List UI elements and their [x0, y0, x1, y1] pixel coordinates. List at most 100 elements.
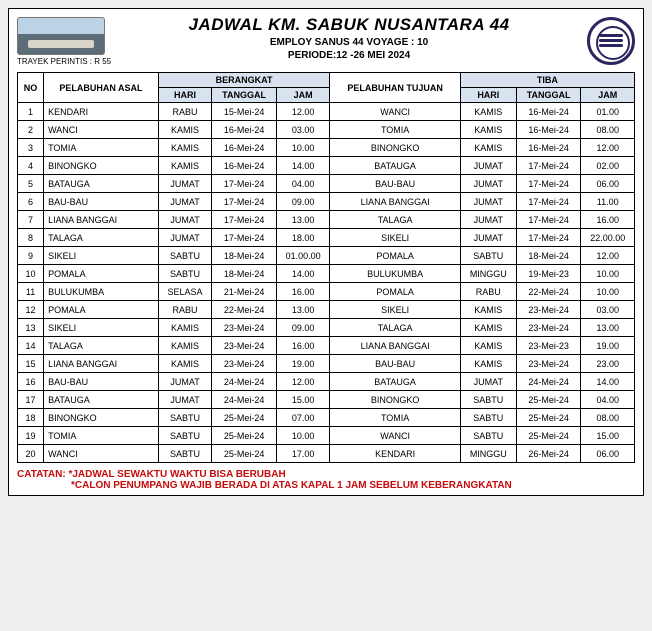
cell-b_hari: RABU [158, 301, 211, 319]
table-body: 1KENDARIRABU15-Mei-2412.00WANCIKAMIS16-M… [18, 103, 635, 463]
cell-tujuan: BATAUGA [330, 373, 460, 391]
cell-t_tgl: 17-Mei-24 [516, 193, 581, 211]
cell-t_hari: KAMIS [460, 337, 516, 355]
cell-tujuan: TALAGA [330, 211, 460, 229]
cell-tujuan: BAU-BAU [330, 355, 460, 373]
schedule-table: NO PELABUHAN ASAL BERANGKAT PELABUHAN TU… [17, 72, 635, 463]
cell-asal: BATAUGA [44, 175, 159, 193]
cell-tujuan: TOMIA [330, 409, 460, 427]
cell-no: 10 [18, 265, 44, 283]
table-row: 8TALAGAJUMAT17-Mei-2418.00SIKELIJUMAT17-… [18, 229, 635, 247]
cell-b_hari: JUMAT [158, 193, 211, 211]
cell-b_jam: 16.00 [276, 337, 329, 355]
cell-t_tgl: 26-Mei-24 [516, 445, 581, 463]
cell-t_jam: 12.00 [581, 139, 635, 157]
note-line-1: CATATAN: *JADWAL SEWAKTU WAKTU BISA BERU… [17, 469, 635, 480]
cell-no: 8 [18, 229, 44, 247]
note-prefix: CATATAN: [17, 469, 68, 480]
cell-t_tgl: 23-Mei-24 [516, 355, 581, 373]
cell-b_tgl: 25-Mei-24 [212, 427, 277, 445]
cell-t_tgl: 17-Mei-24 [516, 175, 581, 193]
cell-no: 3 [18, 139, 44, 157]
cell-t_jam: 03.00 [581, 301, 635, 319]
cell-asal: BINONGKO [44, 409, 159, 427]
cell-asal: WANCI [44, 121, 159, 139]
table-row: 15LIANA BANGGAIKAMIS23-Mei-2419.00BAU-BA… [18, 355, 635, 373]
table-row: 3TOMIAKAMIS16-Mei-2410.00BINONGKOKAMIS16… [18, 139, 635, 157]
cell-t_hari: JUMAT [460, 211, 516, 229]
cell-no: 19 [18, 427, 44, 445]
table-row: 18BINONGKOSABTU25-Mei-2407.00TOMIASABTU2… [18, 409, 635, 427]
cell-t_hari: MINGGU [460, 265, 516, 283]
cell-tujuan: BULUKUMBA [330, 265, 460, 283]
cell-tujuan: BAU-BAU [330, 175, 460, 193]
cell-b_tgl: 17-Mei-24 [212, 211, 277, 229]
cell-b_jam: 19.00 [276, 355, 329, 373]
cell-b_hari: JUMAT [158, 229, 211, 247]
cell-t_jam: 16.00 [581, 211, 635, 229]
cell-b_hari: JUMAT [158, 391, 211, 409]
cell-tujuan: POMALA [330, 247, 460, 265]
cell-t_tgl: 17-Mei-24 [516, 229, 581, 247]
cell-tujuan: LIANA BANGGAI [330, 193, 460, 211]
cell-t_hari: JUMAT [460, 175, 516, 193]
table-row: 19TOMIASABTU25-Mei-2410.00WANCISABTU25-M… [18, 427, 635, 445]
cell-t_tgl: 25-Mei-24 [516, 427, 581, 445]
cell-t_jam: 06.00 [581, 445, 635, 463]
cell-b_hari: SABTU [158, 247, 211, 265]
cell-tujuan: BINONGKO [330, 139, 460, 157]
cell-b_tgl: 21-Mei-24 [212, 283, 277, 301]
cell-b_jam: 14.00 [276, 265, 329, 283]
cell-t_jam: 01.00 [581, 103, 635, 121]
cell-t_jam: 15.00 [581, 427, 635, 445]
cell-t_tgl: 22-Mei-24 [516, 283, 581, 301]
cell-t_jam: 11.00 [581, 193, 635, 211]
cell-b_hari: KAMIS [158, 139, 211, 157]
cell-t_jam: 19.00 [581, 337, 635, 355]
cell-b_tgl: 25-Mei-24 [212, 445, 277, 463]
col-t-jam: JAM [581, 88, 635, 103]
cell-asal: LIANA BANGGAI [44, 211, 159, 229]
cell-t_tgl: 23-Mei-24 [516, 301, 581, 319]
cell-no: 1 [18, 103, 44, 121]
cell-asal: BATAUGA [44, 391, 159, 409]
cell-t_jam: 12.00 [581, 247, 635, 265]
cell-tujuan: TOMIA [330, 121, 460, 139]
col-berangkat: BERANGKAT [158, 73, 330, 88]
note-line-2: *CALON PENUMPANG WAJIB BERADA DI ATAS KA… [71, 480, 635, 491]
cell-no: 7 [18, 211, 44, 229]
cell-b_tgl: 18-Mei-24 [212, 247, 277, 265]
cell-b_jam: 03.00 [276, 121, 329, 139]
cell-asal: TOMIA [44, 427, 159, 445]
cell-t_hari: SABTU [460, 427, 516, 445]
title-block: JADWAL KM. SABUK NUSANTARA 44 EMPLOY SAN… [111, 15, 587, 61]
table-row: 4BINONGKOKAMIS16-Mei-2414.00BATAUGAJUMAT… [18, 157, 635, 175]
cell-t_tgl: 16-Mei-24 [516, 139, 581, 157]
cell-b_hari: JUMAT [158, 373, 211, 391]
cell-b_jam: 16.00 [276, 283, 329, 301]
cell-t_hari: KAMIS [460, 301, 516, 319]
cell-t_tgl: 25-Mei-24 [516, 409, 581, 427]
cell-t_jam: 22.00.00 [581, 229, 635, 247]
col-b-tanggal: TANGGAL [212, 88, 277, 103]
table-row: 5BATAUGAJUMAT17-Mei-2404.00BAU-BAUJUMAT1… [18, 175, 635, 193]
cell-b_tgl: 18-Mei-24 [212, 265, 277, 283]
cell-asal: BINONGKO [44, 157, 159, 175]
cell-t_jam: 10.00 [581, 283, 635, 301]
cell-b_jam: 10.00 [276, 427, 329, 445]
table-header: NO PELABUHAN ASAL BERANGKAT PELABUHAN TU… [18, 73, 635, 103]
table-row: 13SIKELIKAMIS23-Mei-2409.00TALAGAKAMIS23… [18, 319, 635, 337]
table-row: 14TALAGAKAMIS23-Mei-2416.00LIANA BANGGAI… [18, 337, 635, 355]
cell-b_jam: 01.00.00 [276, 247, 329, 265]
cell-asal: SIKELI [44, 247, 159, 265]
cell-b_jam: 13.00 [276, 211, 329, 229]
cell-b_jam: 14.00 [276, 157, 329, 175]
cell-t_jam: 04.00 [581, 391, 635, 409]
cell-t_hari: JUMAT [460, 373, 516, 391]
cell-b_hari: JUMAT [158, 175, 211, 193]
cell-tujuan: POMALA [330, 283, 460, 301]
cell-t_tgl: 25-Mei-24 [516, 391, 581, 409]
cell-b_jam: 07.00 [276, 409, 329, 427]
cell-t_tgl: 23-Mei-23 [516, 337, 581, 355]
cell-tujuan: SIKELI [330, 301, 460, 319]
